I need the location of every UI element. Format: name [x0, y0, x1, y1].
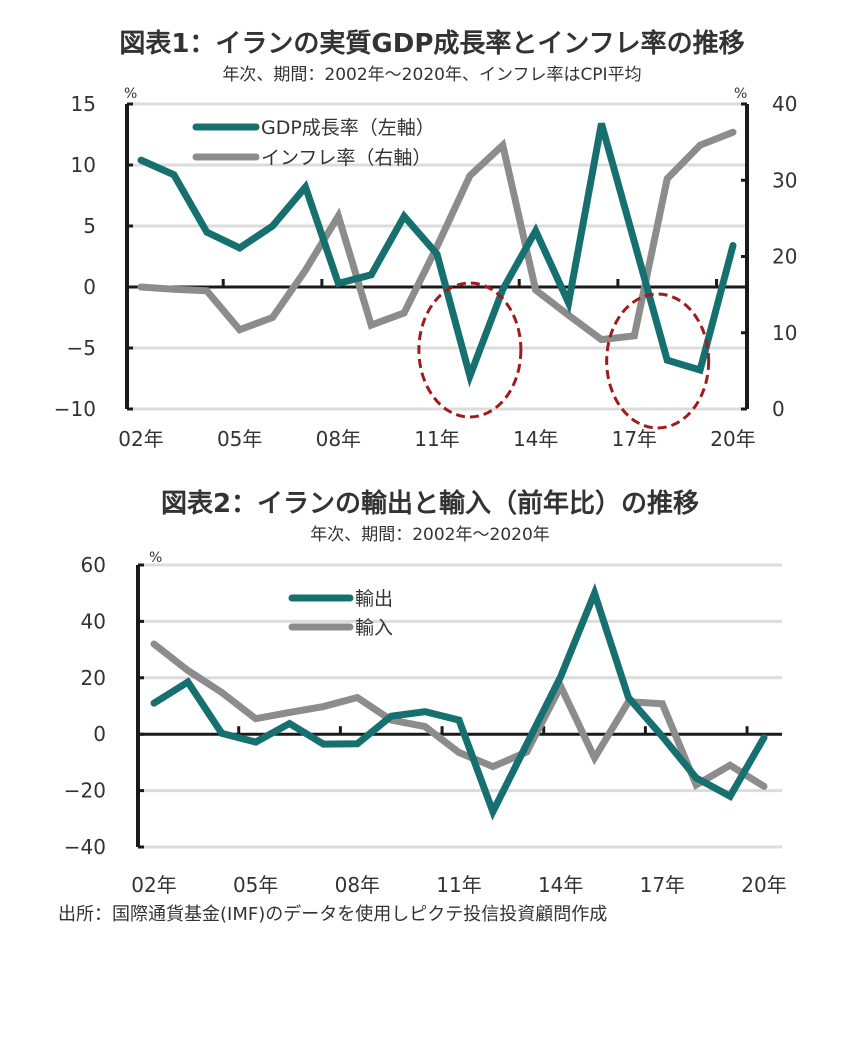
- legend-label-imports: 輸入: [355, 617, 393, 639]
- left-ytick-label: −10: [54, 397, 96, 421]
- highlight-ellipse: [605, 292, 711, 430]
- chart1-right-unit: %: [734, 86, 747, 102]
- chart2-subtitle: 年次、期間：2002年～2020年: [310, 525, 550, 545]
- chart2-yticks: 60 40 20 0 −20 −40: [64, 553, 106, 859]
- right-ytick-label: 10: [772, 321, 797, 345]
- xtick-label: 02年: [131, 873, 176, 897]
- legend-label-gdp: GDP成長率（左軸）: [261, 117, 435, 139]
- ytick-label: 60: [81, 553, 106, 577]
- xtick-label: 11年: [414, 427, 459, 451]
- ytick-label: 40: [81, 609, 106, 633]
- xtick-label: 20年: [741, 873, 786, 897]
- xtick-label: 14年: [538, 873, 583, 897]
- ytick-label: 20: [81, 666, 106, 690]
- chart1-xticks: 02年 05年 08年 11年 14年 17年 20年: [118, 427, 755, 451]
- xtick-label: 14年: [513, 427, 558, 451]
- right-ytick-label: 0: [772, 397, 785, 421]
- ytick-label: −20: [64, 779, 106, 803]
- chart2-xticks: 02年 05年 08年 11年 14年 17年 20年: [131, 873, 786, 897]
- xtick-label: 05年: [233, 873, 278, 897]
- source-note: 出所：国際通貨基金(IMF)のデータを使用しピクテ投信投資顧問作成: [58, 904, 607, 925]
- chart1-gridlines: [127, 102, 747, 411]
- chart2-legend: 輸出 輸入: [288, 588, 393, 639]
- highlight-ellipse: [417, 281, 523, 419]
- chart1-legend: GDP成長率（左軸） インフレ率（右軸）: [192, 117, 435, 169]
- right-ytick-label: 30: [772, 168, 797, 192]
- ytick-label: −40: [64, 835, 106, 859]
- chart2-title: 図表2：イランの輸出と輸入（前年比）の推移: [161, 488, 699, 519]
- chart1-annotations: [417, 281, 711, 430]
- right-ytick-label: 20: [772, 245, 797, 269]
- ytick-label: 0: [93, 722, 106, 746]
- series-line-inflation: [137, 128, 737, 344]
- chart2-series: [150, 582, 768, 821]
- xtick-label: 05年: [217, 427, 262, 451]
- xtick-label: 17年: [640, 873, 685, 897]
- legend-label-exports: 輸出: [355, 588, 393, 610]
- chart1-left-yticks: 15 10 5 0 −5 −10: [54, 92, 96, 421]
- left-ytick-label: −5: [67, 336, 96, 360]
- xtick-label: 08年: [335, 873, 380, 897]
- series-line-imports: [150, 640, 768, 790]
- chart1-right-yticks: 40 30 20 10 0: [772, 92, 797, 421]
- xtick-label: 11年: [436, 873, 481, 897]
- chart1-left-unit: %: [124, 86, 137, 102]
- xtick-label: 20年: [710, 427, 755, 451]
- chart2-unit: %: [149, 550, 162, 566]
- left-ytick-label: 0: [83, 275, 96, 299]
- right-ytick-label: 40: [772, 92, 797, 116]
- legend-label-inflation: インフレ率（右軸）: [261, 147, 431, 169]
- left-ytick-label: 15: [71, 92, 96, 116]
- series-line-exports: [150, 582, 768, 821]
- chart1-title: 図表1：イランの実質GDP成長率とインフレ率の推移: [119, 28, 744, 59]
- series-line-gdp: [137, 122, 737, 388]
- chart1-subtitle: 年次、期間：2002年～2020年、インフレ率はCPI平均: [222, 65, 641, 85]
- left-ytick-label: 10: [71, 153, 96, 177]
- xtick-label: 02年: [118, 427, 163, 451]
- chart1-series: [137, 122, 737, 388]
- xtick-label: 17年: [612, 427, 657, 451]
- chart2-gridlines: [138, 563, 782, 849]
- xtick-label: 08年: [316, 427, 361, 451]
- left-ytick-label: 5: [83, 214, 96, 238]
